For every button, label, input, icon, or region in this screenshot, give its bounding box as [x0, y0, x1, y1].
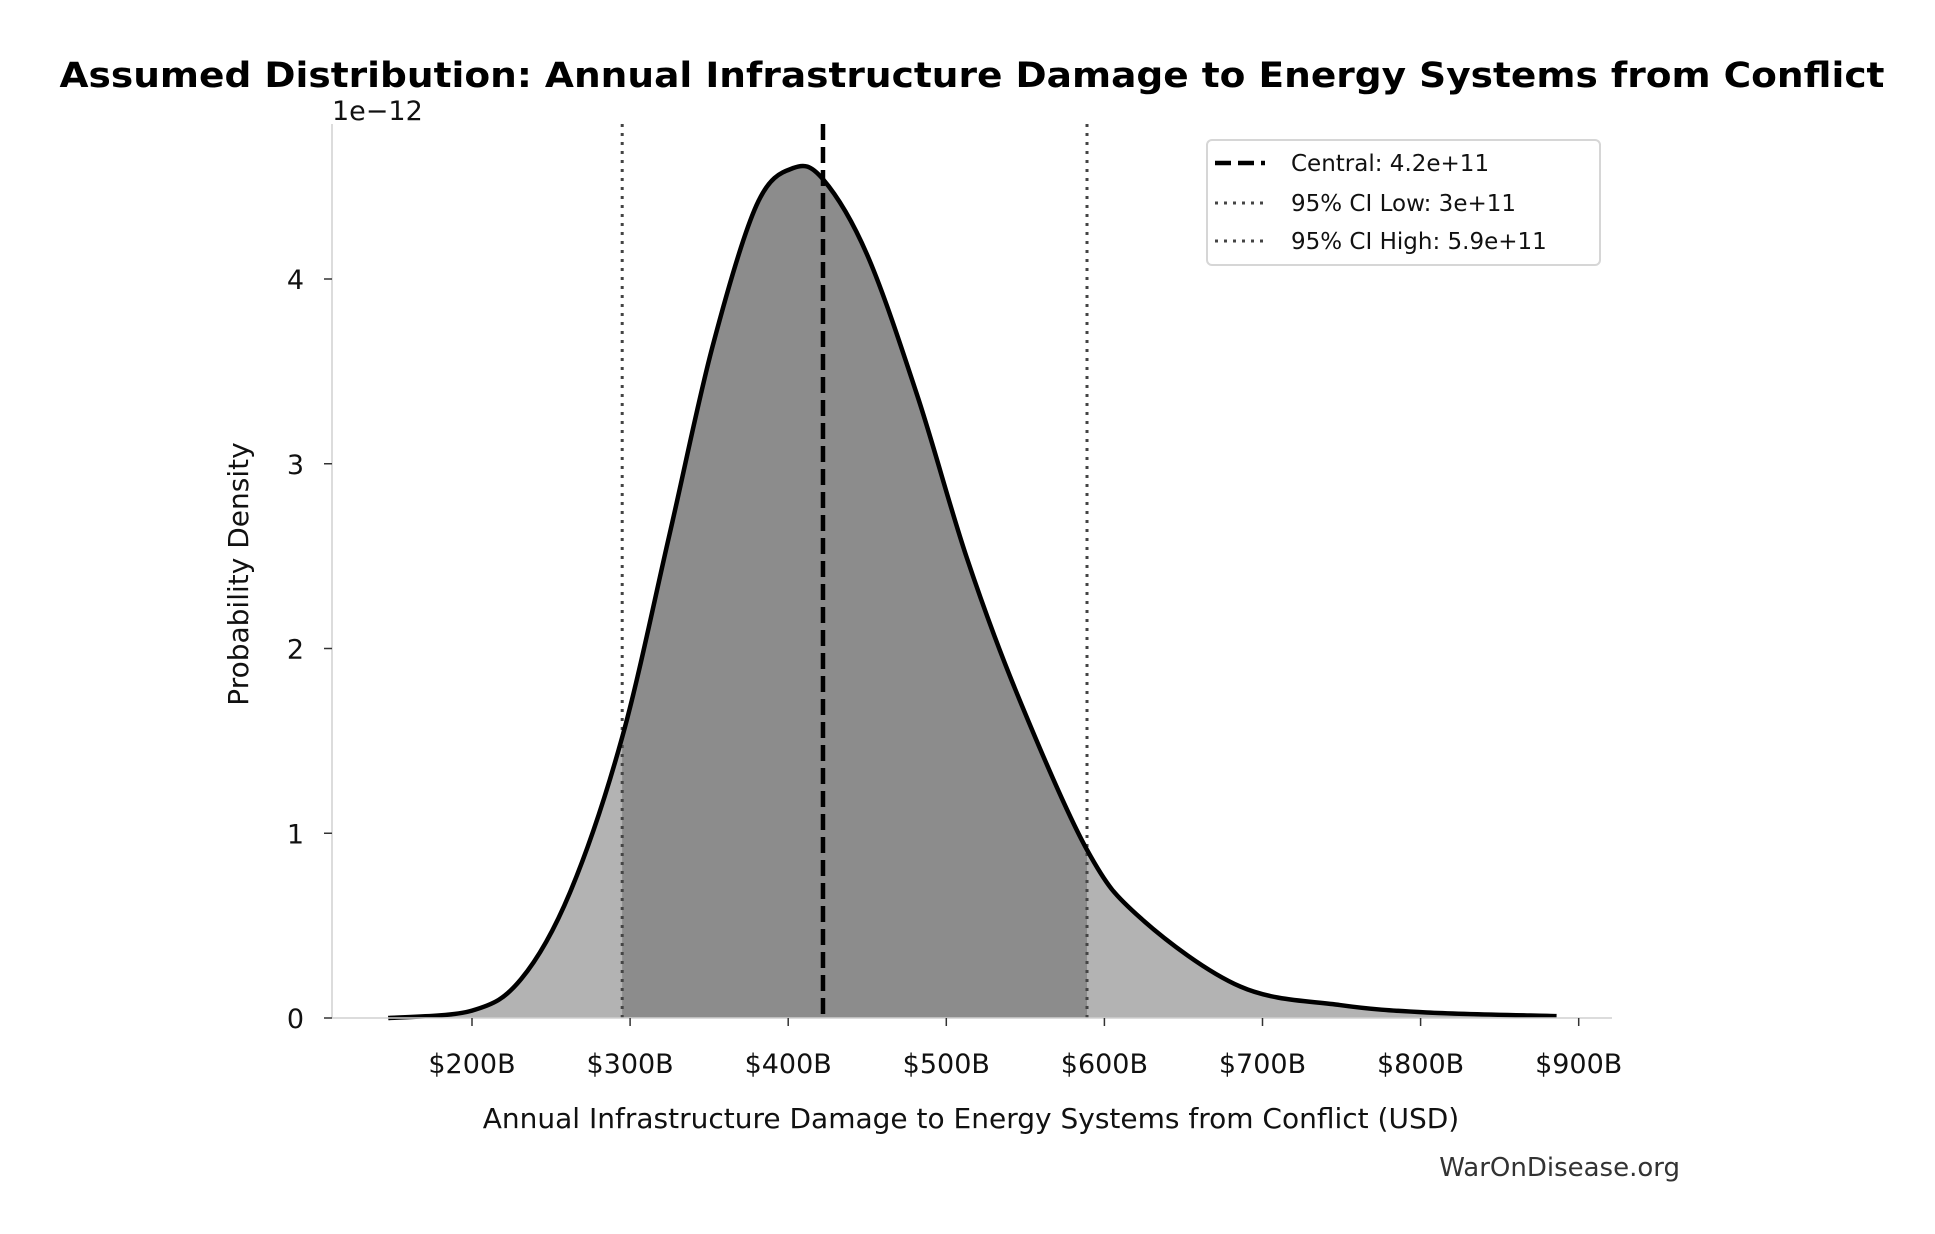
watermark: WarOnDisease.org	[1439, 1153, 1680, 1183]
y-tick-label: 4	[287, 265, 304, 296]
x-tick-label: $600B	[1061, 1049, 1148, 1080]
legend-box	[1206, 139, 1601, 266]
y-ticks: 0 1 2 3 4	[287, 265, 332, 1035]
x-tick-label: $400B	[745, 1049, 832, 1080]
chart-title: Assumed Distribution: Annual Infrastruct…	[60, 56, 1885, 96]
y-tick-label: 1	[287, 819, 304, 850]
x-axis-label: Annual Infrastructure Damage to Energy S…	[483, 1102, 1459, 1135]
x-ticks: $200B $300B $400B $500B $600B $700B $800B $900B	[428, 1018, 1622, 1080]
density-curve	[388, 163, 1557, 1021]
y-offset-label: 1e−12	[332, 96, 423, 127]
y-tick-label: 0	[287, 1004, 304, 1035]
legend-label-ci-low: 95% CI Low: 3e+11	[1291, 191, 1516, 217]
x-tick-label: $500B	[903, 1049, 990, 1080]
x-tick-label: $200B	[428, 1049, 515, 1080]
x-tick-label: $800B	[1377, 1049, 1464, 1080]
y-tick-label: 2	[287, 635, 304, 666]
y-tick-label: 3	[287, 450, 304, 481]
legend: Central: 4.2e+11 95% CI Low: 3e+11 95% C…	[1206, 139, 1601, 266]
ci-area	[622, 165, 1088, 1018]
legend-label-central: Central: 4.2e+11	[1291, 151, 1489, 177]
legend-label-ci-high: 95% CI High: 5.9e+11	[1291, 229, 1547, 255]
x-tick-label: $900B	[1535, 1049, 1622, 1080]
y-axis-label: Probability Density	[222, 442, 255, 705]
reference-lines	[620, 124, 1089, 1018]
density-area	[388, 165, 1557, 1018]
x-tick-label: $700B	[1219, 1049, 1306, 1080]
x-tick-label: $300B	[586, 1049, 673, 1080]
